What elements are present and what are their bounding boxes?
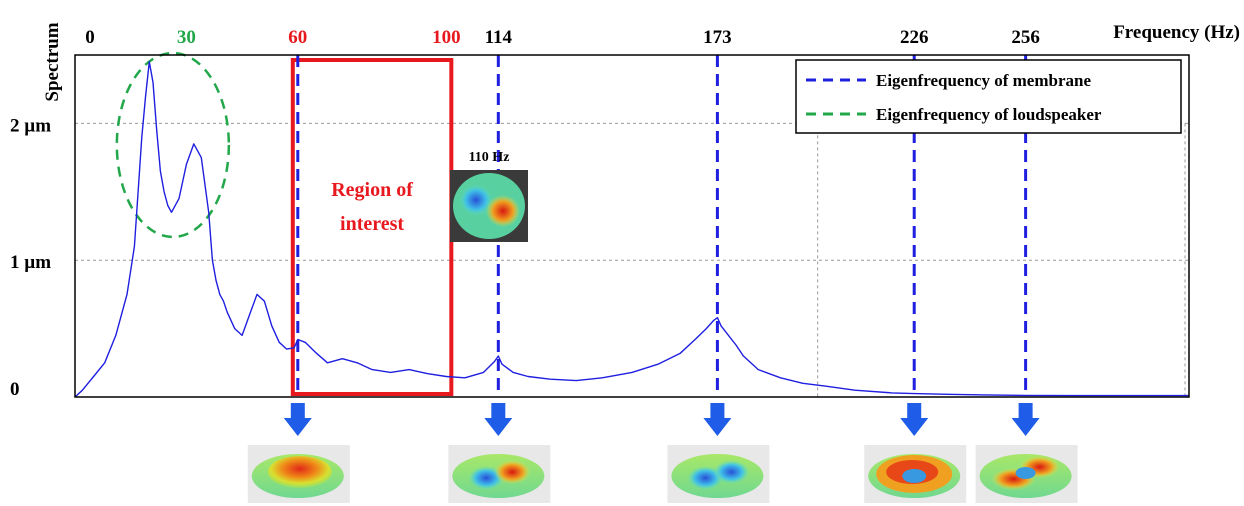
x-tick-label-256: 256 (1011, 27, 1040, 48)
x-tick-labels: 0 30 60 100 114 173 226 256 (85, 27, 1040, 48)
spectrum-line-0 (74, 61, 1189, 398)
inset-red-lobe (486, 195, 520, 227)
down-arrow-60 (283, 403, 312, 436)
plot-frame (74, 54, 1190, 398)
x-tick-label-114: 114 (485, 27, 513, 48)
mode-shape-second-lobe-114 (494, 460, 531, 484)
y-tick-label-2: 2 µm (10, 115, 51, 136)
mode-shape-center-256 (1015, 467, 1036, 479)
mode-shape-second-lobe-173 (713, 460, 750, 484)
legend-label-membrane: Eigenfrequency of membrane (876, 71, 1091, 90)
legend-label-loudspeaker: Eigenfrequency of loudspeaker (876, 105, 1102, 124)
legend: Eigenfrequency of membrane Eigenfrequenc… (795, 59, 1182, 134)
y-axis-label: Spectrum (42, 22, 63, 101)
x-axis-label: Frequency (Hz) (1113, 22, 1240, 43)
down-arrow-226 (900, 403, 929, 436)
mode-shape-lobe-60 (267, 456, 332, 488)
legend-box (795, 59, 1182, 134)
down-arrow-114 (484, 403, 513, 436)
x-tick-label-0: 0 (85, 27, 95, 48)
y-tick-labels: 0 1 µm 2 µm (10, 115, 51, 400)
x-tick-label-100: 100 (432, 27, 461, 48)
grid (75, 122, 1189, 397)
loudspeaker-ellipse (115, 51, 231, 239)
inset-mode-110hz: 110 Hz (450, 150, 528, 242)
inset-label: 110 Hz (469, 150, 510, 165)
x-tick-label-60: 60 (288, 27, 307, 48)
down-arrow-256 (1011, 403, 1040, 436)
series-layer (74, 61, 1189, 398)
mode-shape-row (247, 403, 1078, 503)
region-label-line2: interest (340, 213, 404, 235)
y-tick-label-1: 1 µm (10, 252, 51, 273)
x-tick-label-226: 226 (900, 27, 929, 48)
mode-shape-center-226 (902, 469, 927, 483)
down-arrow-173 (703, 403, 732, 436)
region-label-line1: Region of (331, 179, 413, 201)
inset-blue-lobe (459, 184, 493, 216)
x-tick-label-30: 30 (177, 27, 196, 48)
x-tick-label-173: 173 (703, 27, 732, 48)
y-tick-label-0: 0 (10, 379, 20, 400)
